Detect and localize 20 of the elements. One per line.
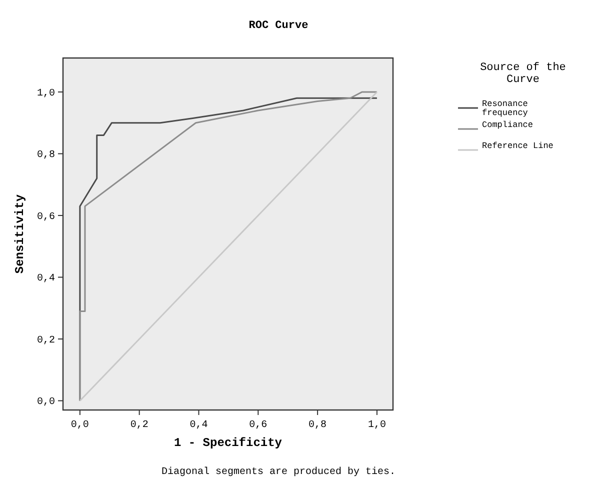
x-tick-label: 0,0 (70, 420, 89, 431)
x-tick-label: 0,2 (130, 420, 148, 431)
y-tick-label: 0,8 (36, 150, 55, 162)
legend-title: Source of the Curve (480, 62, 566, 86)
x-tick-label: 0,6 (249, 420, 268, 431)
legend-label: Compliance (482, 120, 534, 130)
x-tick-label: 0,8 (308, 420, 327, 431)
legend-label: Resonance frequency (482, 99, 528, 118)
y-tick-label: 0,4 (36, 274, 55, 285)
x-tick-label: 1,0 (368, 420, 386, 431)
x-tick-label: 0,4 (190, 420, 208, 431)
chart-title: ROC Curve (248, 20, 309, 32)
y-tick-label: 0,6 (36, 212, 55, 223)
y-tick-label: 0,2 (36, 335, 55, 346)
y-axis-title: Sensitivity (13, 194, 27, 274)
y-tick-label: 0,0 (36, 397, 55, 408)
text: Diagonal segments are produced by ties. (161, 466, 396, 478)
legend-label: Reference Line (482, 141, 554, 151)
y-tick-label: 1,0 (36, 88, 55, 100)
x-axis-title: 1 - Specificity (174, 436, 282, 450)
